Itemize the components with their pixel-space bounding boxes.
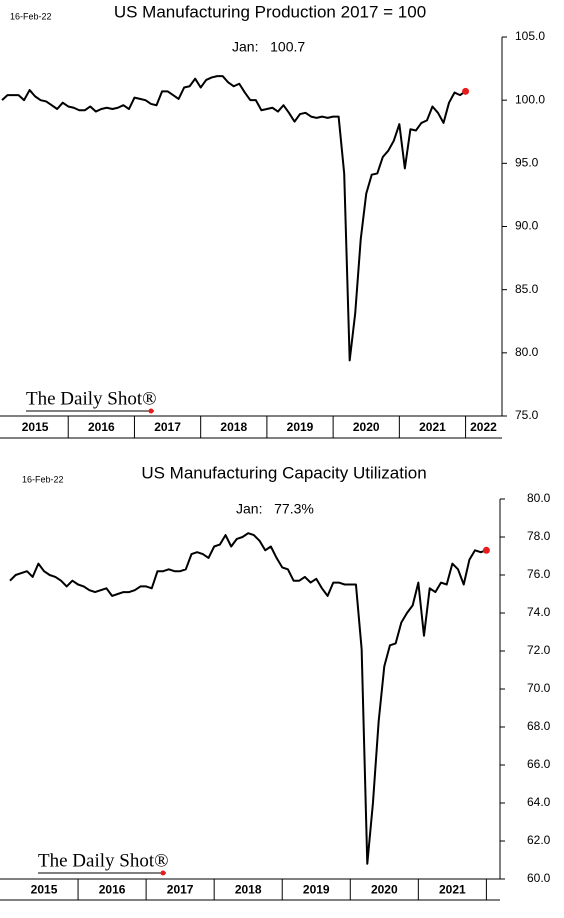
- x-tick-label: 2017: [167, 883, 194, 897]
- logo: The Daily Shot®: [38, 850, 169, 871]
- line-series: [9, 532, 487, 865]
- y-tick-label: 66.0: [527, 757, 551, 771]
- y-tick-label: 62.0: [527, 833, 551, 847]
- y-tick-label: 60.0: [527, 871, 551, 885]
- y-tick-label: 80.0: [527, 491, 551, 505]
- x-tick-label: 2015: [31, 883, 58, 897]
- x-tick-label: 2021: [439, 883, 466, 897]
- logo-dot: [160, 870, 166, 876]
- y-tick-label: 70.0: [527, 681, 551, 695]
- last-point: [482, 546, 490, 554]
- x-tick-label: 2022: [470, 420, 497, 434]
- x-tick-label: 2016: [99, 883, 126, 897]
- y-tick-label: 100.0: [515, 92, 545, 106]
- chart-title: US Manufacturing Capacity Utilization: [141, 463, 426, 482]
- date-label: 16-Feb-22: [10, 11, 52, 21]
- y-tick-label: 75.0: [515, 408, 539, 422]
- x-tick-label: 2018: [235, 883, 262, 897]
- annotation: Jan: 77.3%: [236, 501, 314, 517]
- x-tick-label: 2015: [22, 420, 49, 434]
- x-tick-label: 2017: [154, 420, 181, 434]
- y-tick-label: 90.0: [515, 219, 539, 233]
- x-tick-label: 2021: [419, 420, 446, 434]
- x-tick-label: 2020: [353, 420, 380, 434]
- y-tick-label: 74.0: [527, 605, 551, 619]
- line-series: [1, 75, 467, 362]
- y-tick-label: 80.0: [515, 345, 539, 359]
- x-tick-label: 2020: [371, 883, 398, 897]
- y-tick-label: 95.0: [515, 156, 539, 170]
- y-tick-label: 78.0: [527, 529, 551, 543]
- x-tick-label: 2018: [220, 420, 247, 434]
- x-tick-label: 2019: [287, 420, 314, 434]
- chart-title: US Manufacturing Production 2017 = 100: [114, 2, 426, 21]
- x-tick-label: 2019: [303, 883, 330, 897]
- y-tick-label: 85.0: [515, 282, 539, 296]
- logo: The Daily Shot®: [26, 388, 157, 409]
- y-tick-label: 68.0: [527, 719, 551, 733]
- y-tick-label: 76.0: [527, 567, 551, 581]
- date-label: 16-Feb-22: [22, 474, 64, 484]
- annotation: Jan: 100.7: [232, 39, 305, 55]
- y-tick-label: 64.0: [527, 795, 551, 809]
- y-tick-label: 105.0: [515, 29, 545, 43]
- x-tick-label: 2016: [88, 420, 115, 434]
- y-tick-label: 72.0: [527, 643, 551, 657]
- last-point: [462, 87, 470, 95]
- logo-dot: [148, 408, 154, 414]
